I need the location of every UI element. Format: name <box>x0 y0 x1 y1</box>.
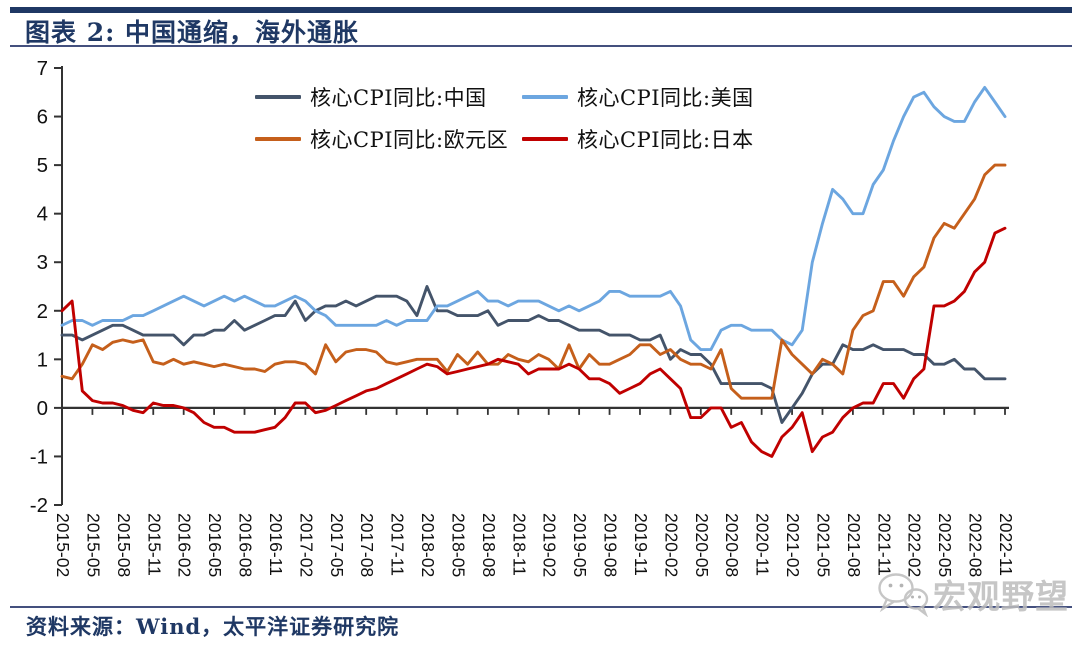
x-axis-label: 2020-11 <box>753 513 773 576</box>
x-axis-label: 2018-11 <box>509 513 529 576</box>
y-axis-label: -2 <box>30 494 48 517</box>
x-axis-label: 2016-02 <box>175 513 195 577</box>
series-line-eurozone <box>60 163 1007 400</box>
y-axis-label: 6 <box>37 106 48 129</box>
y-axis-label: -1 <box>30 445 48 468</box>
series-line-us <box>60 85 1007 352</box>
x-axis-label: 2017-08 <box>357 513 377 577</box>
x-axis-label: 2021-11 <box>874 513 894 576</box>
eurozone-line-swatch <box>255 137 301 141</box>
legend-item-us: 核心CPI同比:美国 <box>522 84 754 110</box>
y-axis-label: 0 <box>37 397 48 420</box>
x-axis-label: 2018-08 <box>479 513 499 577</box>
header-accent-bar <box>10 7 1072 13</box>
x-axis-label: 2020-05 <box>692 513 712 577</box>
legend-label-us: 核心CPI同比:美国 <box>577 86 754 110</box>
legend-label-china: 核心CPI同比:中国 <box>310 86 487 110</box>
x-axis-label: 2019-02 <box>540 513 560 577</box>
source-note: 资料来源：Wind，太平洋证券研究院 <box>26 614 400 639</box>
legend-item-japan: 核心CPI同比:日本 <box>522 126 754 152</box>
legend-label-japan: 核心CPI同比:日本 <box>577 128 754 152</box>
x-axis-label: 2019-05 <box>570 513 590 577</box>
japan-line-swatch <box>522 137 568 141</box>
y-axis-label: 4 <box>37 203 48 226</box>
china-line-swatch <box>255 95 301 99</box>
x-axis-label: 2016-08 <box>236 513 256 577</box>
x-axis-label: 2022-02 <box>905 513 925 577</box>
x-axis-label: 2017-05 <box>327 513 347 577</box>
x-axis-label: 2020-02 <box>661 513 681 577</box>
us-line-swatch <box>522 95 568 99</box>
legend-item-china: 核心CPI同比:中国 <box>255 84 487 110</box>
x-axis-label: 2015-08 <box>114 513 134 577</box>
x-axis-label: 2021-02 <box>783 513 803 577</box>
x-axis-label: 2015-11 <box>144 513 164 576</box>
y-axis-label: 3 <box>37 251 48 274</box>
series-line-japan <box>60 226 1007 458</box>
y-axis-label: 2 <box>37 300 48 323</box>
x-axis-label: 2017-11 <box>388 513 408 576</box>
y-axis-label: 5 <box>37 154 48 177</box>
x-axis-label: 2016-05 <box>205 513 225 577</box>
legend-item-eurozone: 核心CPI同比:欧元区 <box>255 126 508 152</box>
x-axis-label: 2019-08 <box>601 513 621 577</box>
legend-label-eurozone: 核心CPI同比:欧元区 <box>310 128 509 152</box>
x-axis-label: 2019-11 <box>631 513 651 576</box>
x-axis-label: 2022-05 <box>935 513 955 577</box>
x-axis-label: 2018-05 <box>448 513 468 577</box>
x-axis-label: 2022-11 <box>996 513 1016 576</box>
x-axis-label: 2017-02 <box>296 513 316 577</box>
x-axis-label: 2021-05 <box>813 513 833 577</box>
x-axis-label: 2015-05 <box>83 513 103 577</box>
y-axis-label: 1 <box>37 348 48 371</box>
x-axis-label: 2015-02 <box>53 513 73 577</box>
title-divider <box>10 45 1072 47</box>
x-axis-label: 2021-08 <box>844 513 864 577</box>
x-axis-label: 2016-11 <box>266 513 286 576</box>
footer-divider <box>10 606 1072 608</box>
x-axis-label: 2018-02 <box>418 513 438 577</box>
x-axis-label: 2022-08 <box>966 513 986 577</box>
page-title: 图表 2: 中国通缩，海外通胀 <box>25 18 360 47</box>
x-axis-label: 2020-08 <box>722 513 742 577</box>
y-axis-label: 7 <box>37 57 48 80</box>
